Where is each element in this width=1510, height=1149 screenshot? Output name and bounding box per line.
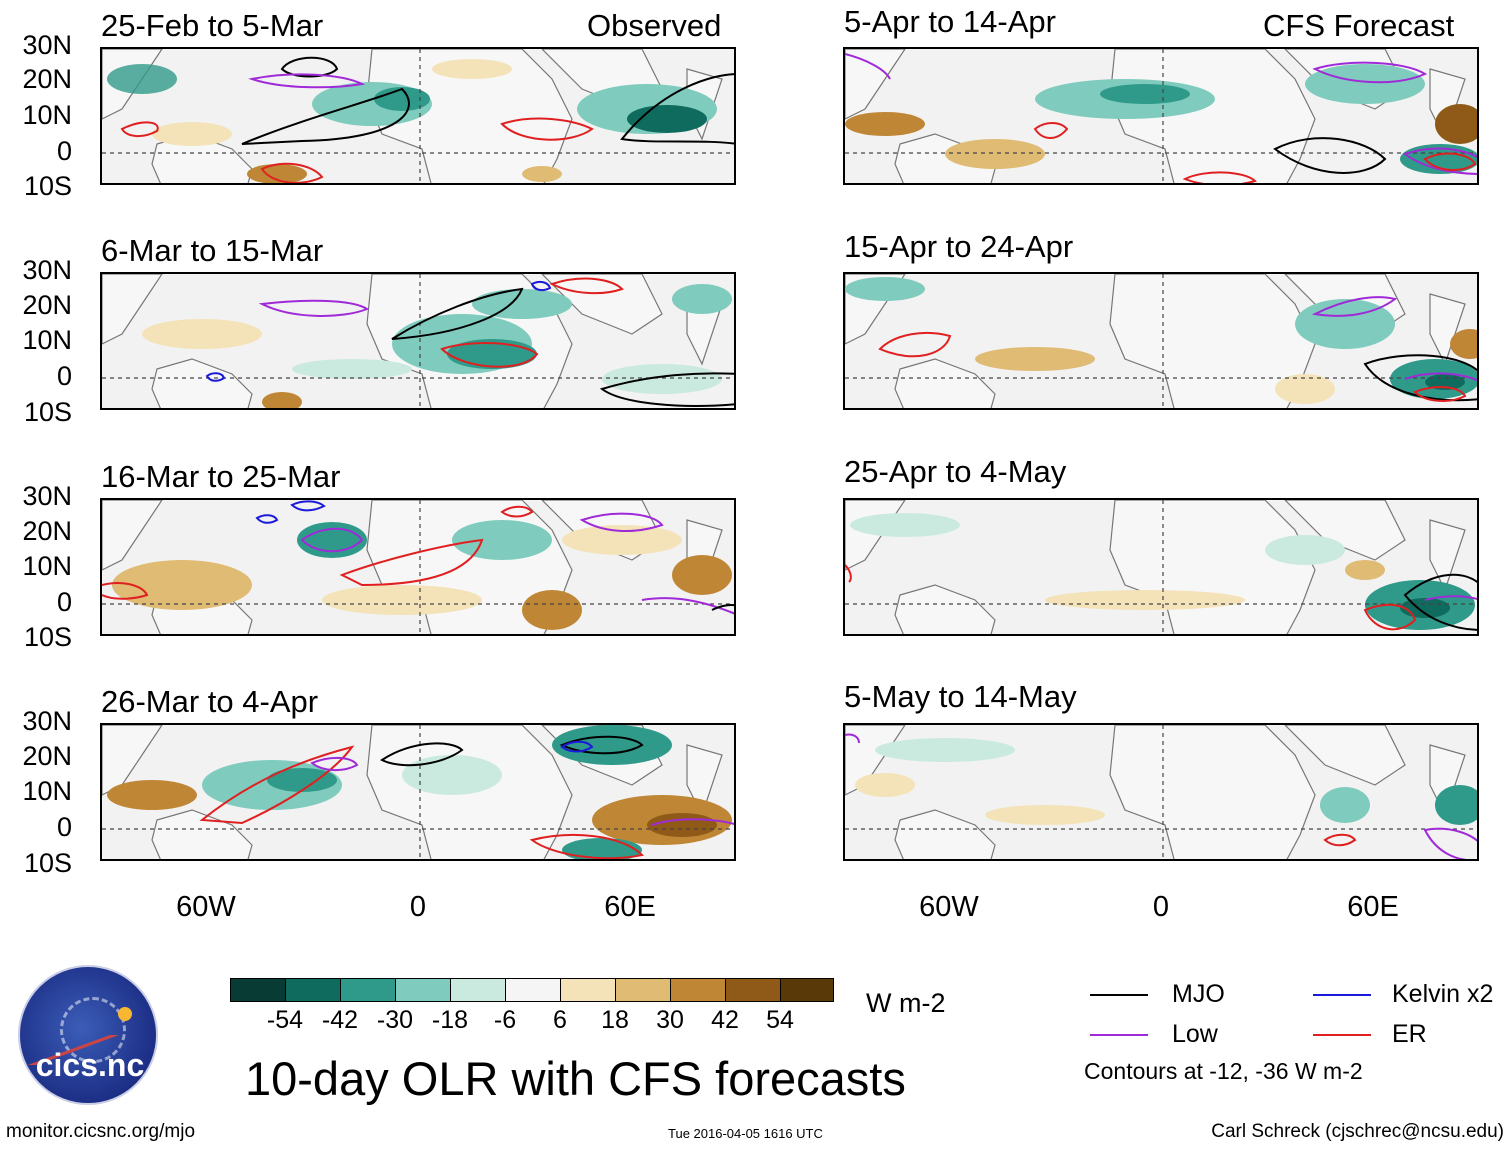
panel-title-r1: 15-Apr to 24-Apr	[844, 229, 1074, 264]
colorbar-bin-8	[615, 978, 671, 1002]
xtick-60w-right: 60W	[919, 891, 979, 923]
legend-kelvin-label: Kelvin x2	[1392, 980, 1494, 1008]
ytick-10n-l1: 10N	[22, 325, 72, 355]
logo-mountain-icon	[20, 1035, 156, 1065]
map-panel-observed-4	[100, 723, 736, 861]
colorbar-label-m30: -30	[376, 1006, 414, 1034]
xtick-60w-left: 60W	[176, 891, 236, 923]
panel-title-l2: 16-Mar to 25-Mar	[101, 459, 341, 494]
map-panel-observed-2	[100, 272, 736, 410]
colorbar-bin-4	[395, 978, 451, 1002]
colorbar-label-m54: -54	[266, 1006, 304, 1034]
colorbar-bin-6	[505, 978, 561, 1002]
ytick-10n-l2: 10N	[22, 551, 72, 581]
map-panel-observed-1	[100, 47, 736, 185]
panel-title-r2: 25-Apr to 4-May	[844, 454, 1067, 489]
panel-title-l0: 25-Feb to 5-Mar	[101, 8, 324, 43]
ytick-10n-l3: 10N	[22, 776, 72, 806]
colorbar-units: W m-2	[866, 988, 946, 1018]
ytick-20n-l2: 20N	[22, 516, 72, 546]
map-panel-observed-3	[100, 498, 736, 636]
legend-er-label: ER	[1392, 1020, 1427, 1048]
colorbar-bin-3	[340, 978, 396, 1002]
legend-low-line	[1090, 1034, 1148, 1036]
colorbar-bin-11	[780, 978, 834, 1002]
colorbar-label-m18: -18	[431, 1006, 469, 1034]
cics-nc-logo: cics.nc	[18, 965, 158, 1105]
legend-mjo-label: MJO	[1172, 980, 1225, 1008]
forecast-header: CFS Forecast	[1263, 8, 1455, 43]
ytick-20n-l3: 20N	[22, 741, 72, 771]
ytick-10n-l0: 10N	[22, 100, 72, 130]
legend-er-line	[1313, 1034, 1371, 1036]
footer-timestamp: Tue 2016-04-05 1616 UTC	[668, 1126, 823, 1141]
xtick-60e-left: 60E	[604, 891, 656, 923]
legend-mjo-line	[1090, 994, 1148, 996]
panel-title-l3: 26-Mar to 4-Apr	[101, 684, 319, 719]
ytick-10s-l1: 10S	[23, 397, 72, 427]
map-panel-forecast-1	[843, 47, 1479, 185]
page-title: 10-day OLR with CFS forecasts	[245, 1052, 906, 1105]
colorbar-label-54: 54	[766, 1006, 794, 1034]
colorbar-bin-7	[560, 978, 616, 1002]
colorbar-label-m6: -6	[493, 1006, 517, 1034]
map-panel-forecast-2	[843, 272, 1479, 410]
colorbar-bin-10	[725, 978, 781, 1002]
colorbar-label-42: 42	[711, 1006, 739, 1034]
ytick-20n-l0: 20N	[22, 64, 72, 94]
logo-sun-icon	[118, 1007, 132, 1021]
ytick-30n-l0: 30N	[22, 30, 72, 60]
ytick-10s-l0: 10S	[23, 171, 72, 201]
ytick-0-l1: 0	[56, 361, 72, 391]
legend-low-label: Low	[1172, 1020, 1218, 1048]
ytick-0-l3: 0	[56, 812, 72, 842]
ytick-0-l2: 0	[56, 587, 72, 617]
colorbar-label-m42: -42	[321, 1006, 359, 1034]
colorbar-bin-5	[450, 978, 506, 1002]
legend-note: Contours at -12, -36 W m-2	[1084, 1058, 1363, 1084]
xtick-0-right: 0	[1152, 891, 1170, 923]
footer-url[interactable]: monitor.cicsnc.org/mjo	[6, 1121, 196, 1142]
colorbar-label-18: 18	[601, 1006, 629, 1034]
footer-author: Carl Schreck (cjschrec@ncsu.edu)	[1211, 1121, 1504, 1142]
colorbar-bin-1	[230, 978, 286, 1002]
logo-text: cics.nc	[35, 1047, 145, 1083]
ytick-20n-l1: 20N	[22, 290, 72, 320]
map-panel-forecast-4	[843, 723, 1479, 861]
ytick-30n-l3: 30N	[22, 706, 72, 736]
colorbar-bin-9	[670, 978, 726, 1002]
colorbar-bin-2	[285, 978, 341, 1002]
ytick-10s-l3: 10S	[23, 848, 72, 878]
ytick-30n-l2: 30N	[22, 481, 72, 511]
ytick-0-l0: 0	[56, 136, 72, 166]
colorbar-label-6: 6	[553, 1006, 567, 1034]
observed-header: Observed	[587, 8, 722, 43]
legend-kelvin-line	[1313, 994, 1371, 996]
panel-title-r0: 5-Apr to 14-Apr	[844, 4, 1056, 39]
panel-title-r3: 5-May to 14-May	[844, 679, 1077, 714]
xtick-60e-right: 60E	[1347, 891, 1399, 923]
panel-title-l1: 6-Mar to 15-Mar	[101, 233, 324, 268]
map-panel-forecast-3	[843, 498, 1479, 636]
ytick-10s-l2: 10S	[23, 622, 72, 652]
xtick-0-left: 0	[409, 891, 427, 923]
colorbar-label-30: 30	[656, 1006, 684, 1034]
ytick-30n-l1: 30N	[22, 255, 72, 285]
